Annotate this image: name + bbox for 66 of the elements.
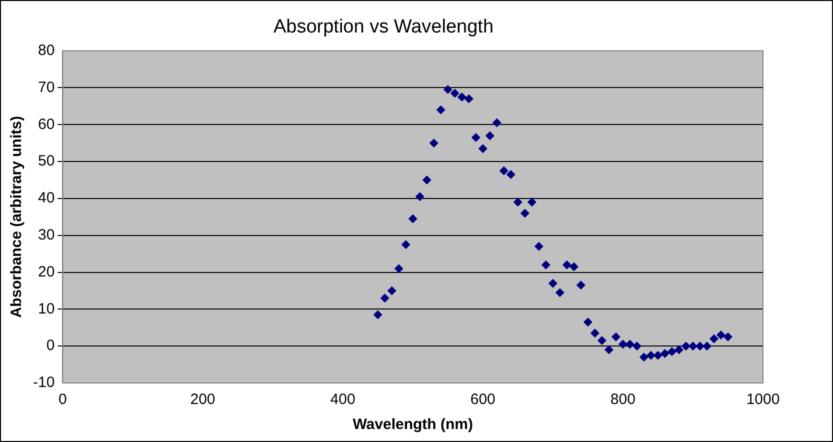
point: [429, 138, 438, 148]
point: [590, 328, 600, 338]
point: [548, 278, 558, 288]
point: [485, 131, 494, 140]
y-tick-label: 40: [38, 190, 55, 207]
point: [646, 350, 656, 360]
point: [415, 192, 424, 202]
point: [506, 170, 516, 179]
y-tick-label: 0: [46, 337, 55, 354]
point: [562, 260, 572, 270]
point: [513, 198, 522, 207]
point: [625, 340, 634, 349]
point: [639, 352, 648, 362]
point: [534, 242, 544, 251]
point: [597, 336, 606, 346]
x-tick-label: 600: [470, 391, 496, 408]
point: [541, 260, 550, 270]
point: [569, 262, 578, 272]
point: [576, 280, 586, 290]
point: [709, 334, 718, 344]
point: [401, 240, 410, 250]
x-tick-label: 0: [58, 391, 67, 408]
point: [520, 208, 530, 218]
point: [394, 264, 404, 274]
point: [667, 347, 676, 356]
point: [464, 94, 474, 104]
y-tick-label: 20: [38, 263, 55, 280]
y-tick-label: -10: [32, 374, 55, 392]
point: [373, 310, 382, 320]
x-tick-label: 200: [190, 391, 216, 408]
point: [674, 345, 684, 354]
point: [611, 332, 620, 342]
point: [499, 166, 508, 176]
point: [450, 88, 460, 98]
x-tick-label: 400: [330, 391, 356, 408]
point: [618, 340, 628, 349]
y-tick-label: 10: [38, 300, 55, 318]
y-axis-title: Absorbance (arbitrary units): [8, 116, 26, 318]
y-tick-label: 50: [38, 152, 55, 170]
point: [660, 348, 670, 358]
point: [604, 345, 614, 354]
point: [408, 214, 418, 224]
point: [723, 332, 732, 342]
point: [492, 118, 502, 128]
point: [422, 175, 432, 184]
x-tick-label: 1000: [746, 391, 780, 408]
point: [471, 133, 480, 142]
x-axis-title: Wavelength (nm): [352, 416, 473, 434]
y-tick-label: 60: [38, 116, 55, 133]
y-tick-label: 80: [38, 42, 55, 59]
point: [681, 342, 690, 351]
point: [632, 342, 642, 351]
point: [478, 144, 488, 154]
chart-title: Absorption vs Wavelength: [273, 16, 494, 38]
point: [457, 92, 466, 102]
y-tick-label: 30: [38, 226, 55, 244]
point: [387, 286, 396, 296]
point: [380, 294, 390, 303]
point: [555, 288, 564, 298]
y-tick-label: 70: [38, 78, 55, 96]
x-tick-label: 800: [610, 391, 636, 408]
point: [583, 318, 592, 327]
point: [436, 105, 446, 114]
point: [716, 330, 726, 340]
point: [527, 198, 536, 207]
point: [443, 85, 452, 94]
